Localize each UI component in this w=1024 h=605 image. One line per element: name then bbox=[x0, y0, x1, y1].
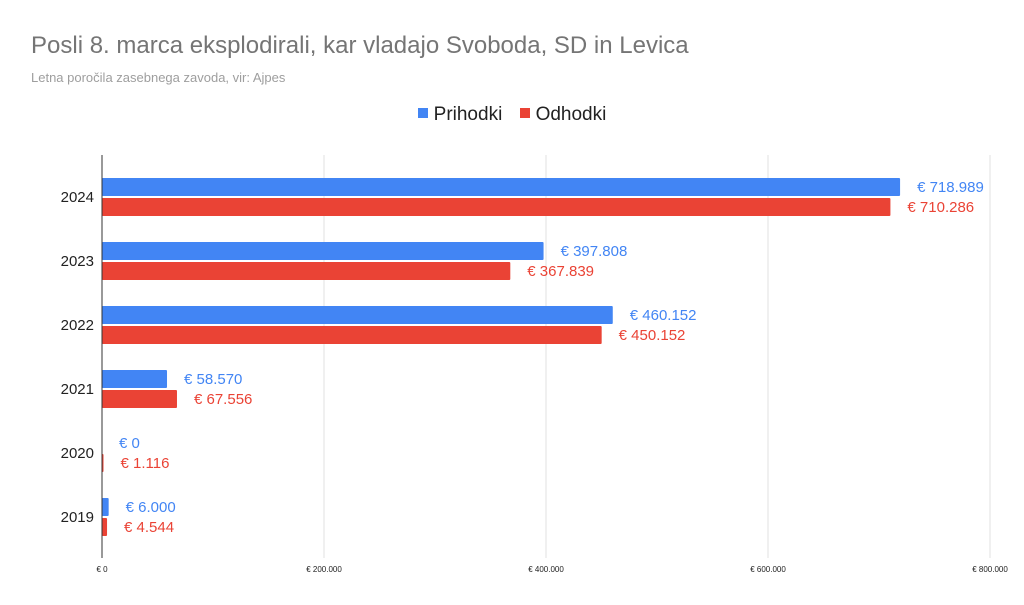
x-tick-label: € 400.000 bbox=[528, 565, 564, 574]
legend-swatch-odhodki bbox=[519, 108, 530, 118]
y-category-label: 2023 bbox=[61, 253, 94, 270]
y-category-label: 2020 bbox=[61, 445, 94, 462]
data-label-prihodki: € 6.000 bbox=[126, 499, 176, 516]
x-tick-label: € 600.000 bbox=[750, 565, 786, 574]
data-label-odhodki: € 67.556 bbox=[194, 391, 252, 408]
legend-item-prihodki: Prihodki bbox=[417, 104, 503, 126]
legend: Prihodki Odhodki bbox=[0, 104, 1024, 126]
legend-label-odhodki: Odhodki bbox=[535, 104, 607, 125]
bar-prihodki bbox=[102, 370, 168, 388]
data-label-odhodki: € 710.286 bbox=[907, 199, 974, 216]
data-label-odhodki: € 4.544 bbox=[124, 519, 174, 536]
data-label-odhodki: € 450.152 bbox=[619, 327, 686, 344]
legend-label-prihodki: Prihodki bbox=[433, 104, 503, 125]
data-label-odhodki: € 1.116 bbox=[121, 455, 170, 472]
legend-swatch-prihodki bbox=[417, 108, 428, 118]
chart-title: Posli 8. marca eksplodirali, kar vladajo… bbox=[31, 32, 689, 59]
y-category-label: 2019 bbox=[61, 509, 94, 526]
y-category-label: 2022 bbox=[61, 317, 94, 334]
legend-item-odhodki: Odhodki bbox=[519, 104, 607, 126]
y-category-label: 2024 bbox=[61, 189, 94, 206]
chart-subtitle: Letna poročila zasebnega zavoda, vir: Aj… bbox=[31, 70, 286, 85]
data-label-prihodki: € 460.152 bbox=[630, 307, 697, 324]
y-category-label: 2021 bbox=[61, 381, 94, 398]
data-label-odhodki: € 367.839 bbox=[527, 263, 594, 280]
bar-odhodki bbox=[102, 262, 511, 280]
bar-odhodki bbox=[102, 326, 602, 344]
x-tick-label: € 800.000 bbox=[972, 565, 1008, 574]
x-tick-label: € 0 bbox=[96, 565, 108, 574]
x-tick-label: € 200.000 bbox=[306, 565, 342, 574]
bar-odhodki bbox=[102, 198, 891, 216]
data-label-prihodki: € 718.989 bbox=[917, 179, 984, 196]
bar-prihodki bbox=[102, 498, 109, 516]
data-label-prihodki: € 0 bbox=[119, 435, 140, 452]
bar-prihodki bbox=[102, 306, 613, 324]
bar-odhodki bbox=[102, 390, 177, 408]
bar-prihodki bbox=[102, 242, 544, 260]
bar-odhodki bbox=[102, 518, 108, 536]
data-label-prihodki: € 58.570 bbox=[184, 371, 242, 388]
bar-prihodki bbox=[102, 178, 901, 196]
data-label-prihodki: € 397.808 bbox=[561, 243, 628, 260]
